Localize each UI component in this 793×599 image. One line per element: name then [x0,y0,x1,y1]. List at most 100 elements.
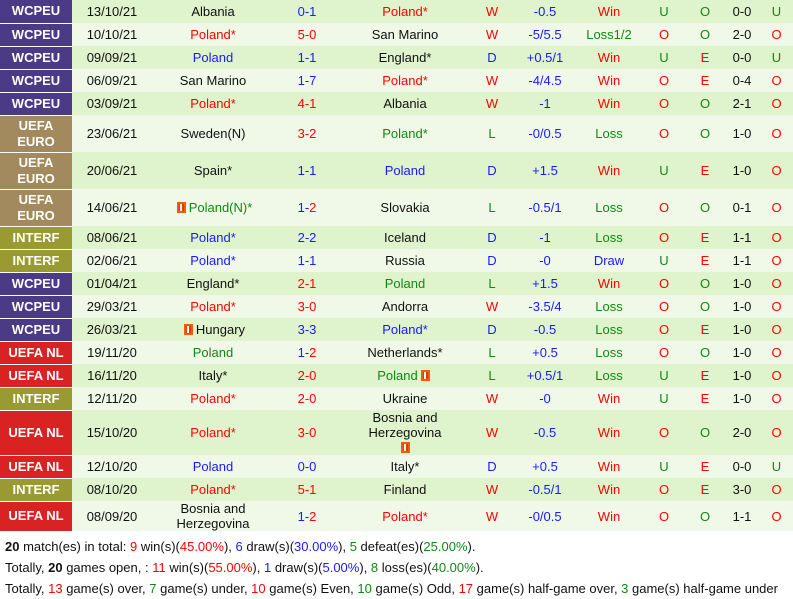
score[interactable]: 5-1 [274,478,340,501]
score[interactable]: 0-0 [274,455,340,478]
league-badge[interactable]: UEFA EURO [0,115,72,153]
half-time-over-under: O [760,189,793,226]
away-team[interactable]: Albania [383,96,427,111]
league-badge[interactable]: INTERF [0,226,72,250]
home-team[interactable]: Poland [192,50,234,65]
home-team[interactable]: San Marino [179,73,247,88]
home-team[interactable]: England* [186,276,240,291]
score[interactable]: 2-2 [274,226,340,249]
score[interactable]: 2-0 [274,387,340,410]
away-team[interactable]: Iceland [384,230,426,245]
league-badge[interactable]: UEFA NL [0,341,72,365]
home-team[interactable]: Spain* [193,163,233,178]
score[interactable]: 3-0 [274,410,340,455]
away-team[interactable]: Netherlands* [367,345,443,360]
away-team[interactable]: Poland* [382,73,428,88]
away-team[interactable]: Poland* [382,4,428,19]
away-team[interactable]: Finland [383,482,427,497]
over-under: O [642,318,686,341]
flag-icon [420,370,430,381]
league-badge[interactable]: WCPEU [0,69,72,93]
league-badge[interactable]: UEFA NL [0,410,72,456]
away-team[interactable]: Ukraine [382,391,428,406]
away-team[interactable]: San Marino [371,27,439,42]
league-badge[interactable]: WCPEU [0,23,72,47]
away-team[interactable]: Poland* [382,126,428,141]
league-badge[interactable]: UEFA NL [0,455,72,479]
league-badge[interactable]: UEFA NL [0,364,72,388]
score[interactable]: 1-2 [274,341,340,364]
home-team[interactable]: Poland* [190,482,236,497]
league-badge[interactable]: WCPEU [0,0,72,24]
league-badge[interactable]: UEFA EURO [0,152,72,190]
away-team[interactable]: Slovakia [380,200,430,215]
score[interactable]: 2-1 [274,272,340,295]
away-team[interactable]: Poland [377,368,418,383]
home-team[interactable]: Bosnia and Herzegovina [176,501,250,531]
league-badge[interactable]: INTERF [0,249,72,273]
away-team[interactable]: England* [378,50,432,65]
handicap: +0.5 [514,341,576,364]
summary-segment: game(s) over, [62,580,150,596]
league-badge[interactable]: WCPEU [0,92,72,116]
score[interactable]: 1-1 [274,152,340,189]
home-team[interactable]: Poland* [190,299,236,314]
home-team[interactable]: Sweden(N) [180,126,246,141]
home-team[interactable]: Italy* [198,368,228,383]
home-team[interactable]: Poland [192,459,234,474]
league-badge[interactable]: WCPEU [0,318,72,342]
home-cell: Sweden(N) [152,115,274,152]
score[interactable]: 2-0 [274,364,340,387]
away-team[interactable]: Andorra [381,299,429,314]
odd-even: O [686,23,724,46]
home-team[interactable]: Poland [192,345,234,360]
handicap: -0 [514,387,576,410]
handicap-result: Win [576,69,642,92]
away-team[interactable]: Poland* [382,508,428,524]
league-badge[interactable]: INTERF [0,478,72,502]
league-badge[interactable]: UEFA NL [0,501,72,532]
away-team[interactable]: Bosnia and Herzegovina [368,410,442,440]
league-badge[interactable]: UEFA EURO [0,189,72,227]
away-team[interactable]: Italy* [390,459,420,474]
score[interactable]: 1-1 [274,249,340,272]
home-team[interactable]: Hungary [195,322,246,337]
home-team[interactable]: Poland* [190,96,236,111]
away-team[interactable]: Russia [385,253,425,268]
score[interactable]: 4-1 [274,92,340,115]
date-text: 09/09/21 [86,50,138,65]
score[interactable]: 0-1 [274,0,340,23]
home-team[interactable]: Albania [191,4,235,19]
over-under-text: O [658,96,670,111]
league-badge[interactable]: WCPEU [0,272,72,296]
home-team[interactable]: Poland* [190,253,236,268]
score[interactable]: 3-3 [274,318,340,341]
date-text: 10/10/21 [86,27,138,42]
over-under-text: O [658,425,670,440]
score[interactable]: 5-0 [274,23,340,46]
home-team[interactable]: Poland* [190,27,236,42]
score[interactable]: 3-0 [274,295,340,318]
summary-segment: games open, : [62,559,153,575]
score[interactable]: 3-2 [274,115,340,152]
score[interactable]: 1-2 [274,189,340,226]
half-time-score-text: 0-4 [732,73,752,88]
half-time-score-text: 1-1 [732,230,752,245]
away-team[interactable]: Poland* [382,322,428,337]
score[interactable]: 1-7 [274,69,340,92]
away-team[interactable]: Poland [384,276,426,291]
date-text: 03/09/21 [86,96,138,111]
home-team[interactable]: Poland(N)* [188,200,253,215]
league-badge[interactable]: WCPEU [0,295,72,319]
result-text: L [488,126,496,141]
league-badge[interactable]: INTERF [0,387,72,411]
home-team[interactable]: Poland* [190,230,236,245]
handicap: +1.5 [514,152,576,189]
score[interactable]: 1-2 [274,501,340,531]
league-badge[interactable]: WCPEU [0,46,72,70]
home-team[interactable]: Poland* [190,391,236,406]
score[interactable]: 1-1 [274,46,340,69]
handicap: +0.5 [514,455,576,478]
home-team[interactable]: Poland* [190,425,236,440]
away-team[interactable]: Poland [384,163,426,178]
